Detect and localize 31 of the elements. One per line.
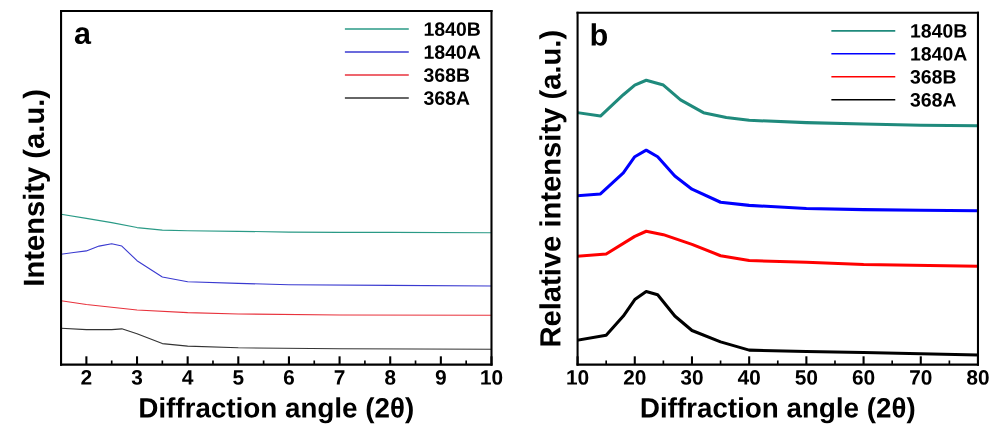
x-tick-label: 10: [481, 370, 503, 385]
y-axis-title: Relative intensity (a.u.): [539, 31, 567, 346]
x-tick-label: 70: [910, 370, 932, 385]
x-tick-label: 50: [795, 370, 818, 385]
x-tick-label: 9: [435, 370, 446, 385]
x-tick-label: 80: [967, 370, 989, 385]
x-tick-label: 60: [852, 370, 875, 385]
x-tick-label: 4: [182, 370, 194, 385]
legend-label: 368B: [423, 68, 470, 83]
x-axis-title: Diffraction angle (2θ): [641, 397, 915, 424]
chart-title: a: [74, 27, 92, 45]
x-axis-title: Diffraction angle (2θ): [140, 397, 413, 424]
x-tick-label: 40: [737, 370, 760, 385]
legend-label: 1840B: [911, 24, 967, 38]
y-axis-title: Intensity (a.u.): [22, 90, 50, 285]
legend-label: 368A: [910, 92, 956, 107]
chart-title: b: [591, 23, 607, 46]
x-tick-label: 10: [567, 370, 589, 385]
x-tick-label: 20: [623, 370, 646, 385]
x-tick-label: 6: [283, 370, 294, 385]
legend-label: 368B: [910, 70, 956, 84]
x-tick-label: 8: [385, 370, 396, 385]
x-tick-label: 30: [680, 370, 703, 385]
legend-label: 1840A: [424, 45, 481, 60]
legend-label: 368A: [423, 91, 470, 106]
legend-label: 1840A: [911, 47, 967, 61]
x-tick-label: 3: [131, 370, 143, 385]
legend-label: 1840B: [424, 22, 480, 37]
x-tick-label: 2: [81, 370, 92, 385]
x-tick-label: 7: [334, 370, 345, 385]
x-tick-label: 5: [233, 370, 244, 385]
